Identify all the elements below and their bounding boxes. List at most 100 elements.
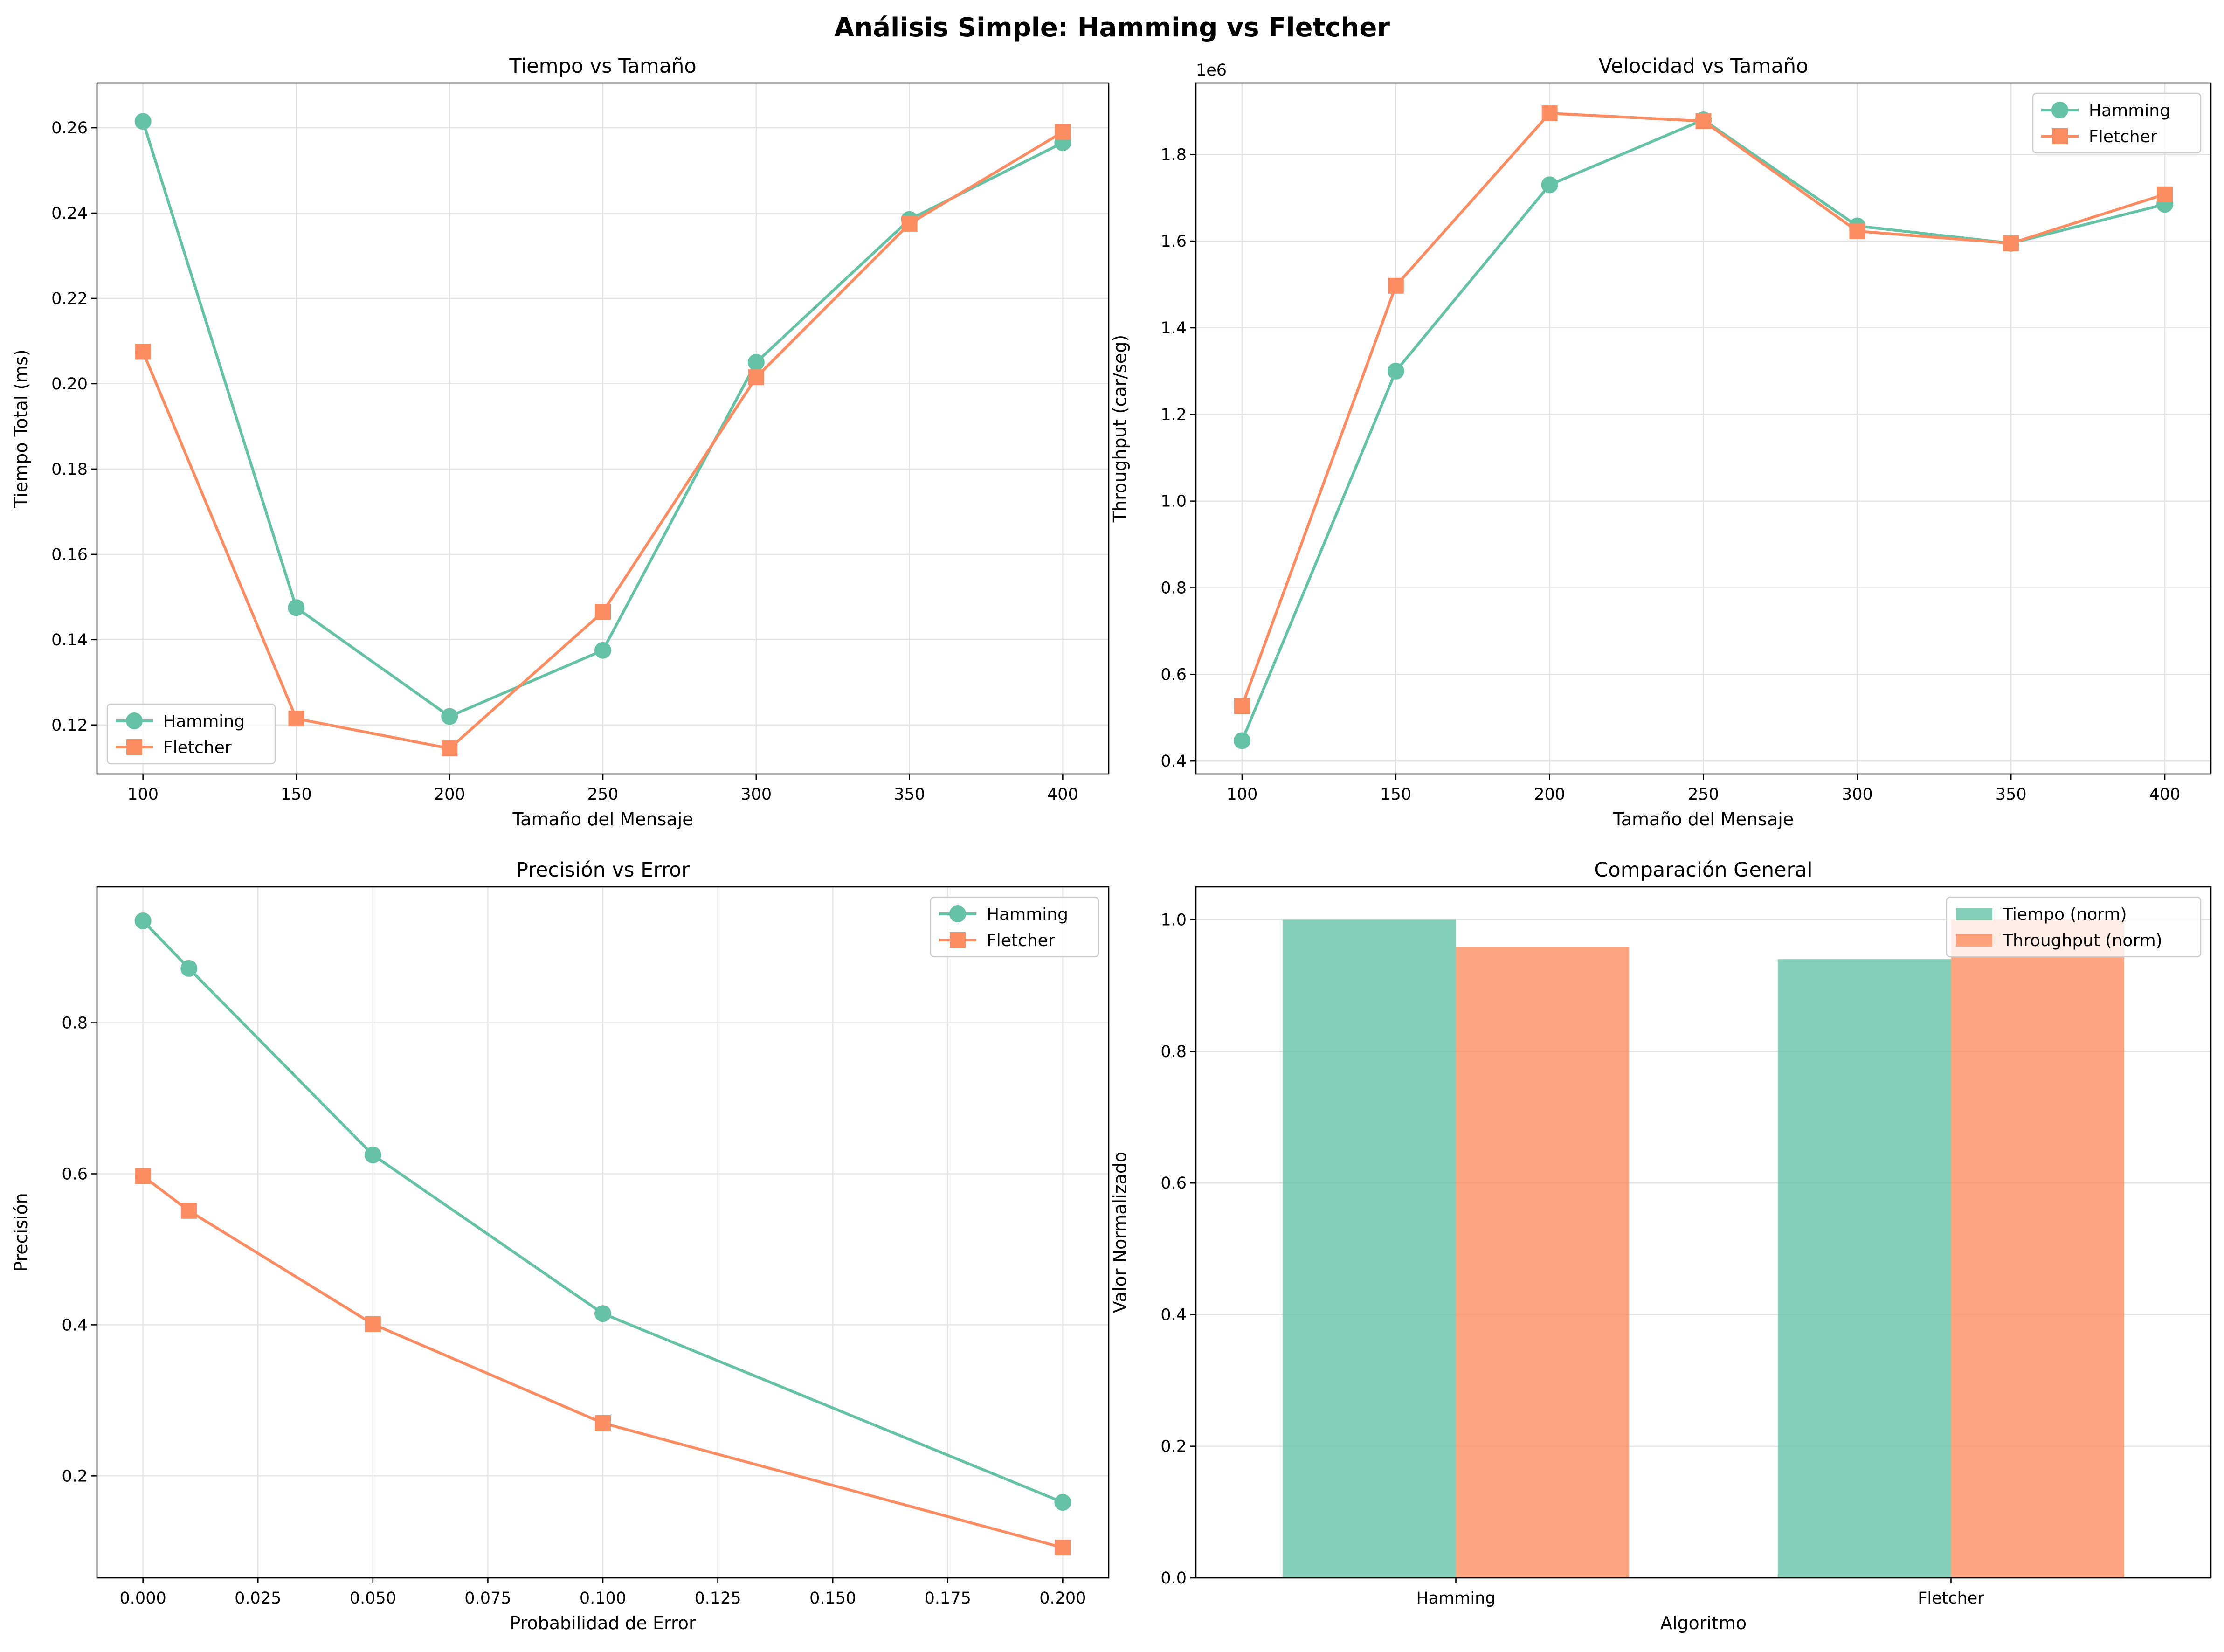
bar [1282, 919, 1456, 1578]
data-point [134, 113, 152, 130]
data-point [595, 1415, 611, 1431]
y-tick-label: 0.6 [1160, 1174, 1187, 1193]
y-axis-label: Tiempo Total (ms) [11, 349, 31, 508]
y-tick-label: 0.2 [1160, 1438, 1187, 1456]
x-axis-label: Algoritmo [1660, 1613, 1747, 1633]
y-axis-label: Throughput (car/seg) [1110, 335, 1130, 523]
legend-marker [126, 739, 142, 755]
y-tick-label: 0.2 [62, 1467, 88, 1486]
data-point [1541, 105, 1558, 122]
x-tick-label: 0.125 [694, 1589, 741, 1608]
y-tick-label: 1.0 [1160, 911, 1187, 930]
y-axis-scale-label: 1e6 [1196, 61, 1227, 80]
series-throughput [1456, 919, 2125, 1578]
x-tick-label: 400 [1047, 785, 1078, 804]
x-axis-label: Tamaño del Mensaje [1613, 809, 1794, 829]
panel-title: Tiempo vs Tamaño [509, 55, 696, 78]
y-tick-label: 0.26 [51, 119, 88, 138]
legend-marker [2052, 128, 2068, 144]
legend: Hamming Fletcher [930, 896, 1099, 958]
y-tick-label: 1.4 [1160, 319, 1187, 338]
legend-label: Hamming [987, 905, 1068, 924]
x-tick-label: 100 [127, 785, 159, 804]
x-tick-label: 100 [1227, 785, 1258, 804]
data-point [1849, 223, 1865, 239]
data-point [1233, 732, 1250, 749]
x-tick-label: 150 [1380, 785, 1411, 804]
legend-marker [2051, 102, 2068, 118]
x-tick-label: 0.150 [809, 1589, 856, 1608]
series-hamming [134, 912, 1071, 1511]
x-tick-label: 0.075 [464, 1589, 511, 1608]
data-point [594, 642, 611, 659]
legend-marker [126, 712, 143, 729]
y-tick-label: 0.4 [1160, 752, 1187, 771]
y-tick-label: 0.6 [62, 1165, 88, 1183]
y-tick-label: 0.16 [51, 546, 88, 564]
panel-title: Precisión vs Error [516, 858, 690, 882]
legend-label: Tiempo (norm) [2002, 905, 2127, 924]
y-tick-label: 0.0 [1160, 1569, 1187, 1588]
y-tick-label: 1.2 [1160, 406, 1187, 424]
data-point [901, 215, 918, 232]
x-tick-label: 0.100 [580, 1589, 626, 1608]
legend-marker [950, 932, 966, 948]
x-tick-label: 0.025 [235, 1589, 281, 1608]
x-tick-label: 200 [434, 785, 465, 804]
y-tick-label: 0.8 [62, 1014, 88, 1033]
legend: Tiempo (norm) Throughput (norm) [1946, 896, 2202, 958]
legend-label: Fletcher [2089, 127, 2157, 146]
data-point [748, 369, 764, 386]
data-point [442, 740, 458, 757]
panel-title: Velocidad vs Tamaño [1599, 55, 1809, 78]
legend-swatch [1956, 934, 1992, 947]
data-point [134, 912, 152, 929]
series-tiempo [1282, 919, 1951, 1578]
x-tick-label-fletcher: Fletcher [1918, 1589, 1984, 1608]
data-point [1055, 124, 1071, 140]
data-point [595, 604, 611, 620]
y-tick-label: 0.6 [1160, 665, 1187, 684]
data-point [1388, 277, 1404, 294]
x-tick-label: 400 [2149, 785, 2181, 804]
data-point [1541, 176, 1558, 194]
data-point [441, 708, 458, 725]
data-point [135, 344, 151, 360]
data-point [364, 1146, 381, 1163]
data-point [1234, 698, 1250, 714]
legend: Hamming Fletcher [106, 703, 276, 765]
grid [1196, 83, 2211, 774]
x-tick-label: 0.000 [120, 1589, 166, 1608]
legend-frame [930, 896, 1099, 958]
y-tick-label: 0.24 [51, 204, 88, 223]
y-tick-label: 0.8 [1160, 1043, 1187, 1061]
data-point [2157, 186, 2173, 202]
y-tick-label: 1.6 [1160, 232, 1187, 251]
data-point [747, 354, 765, 371]
data-point [181, 1203, 197, 1219]
series-fletcher [135, 1168, 1071, 1556]
x-tick-label: 350 [894, 785, 925, 804]
x-tick-label: 0.200 [1039, 1589, 1086, 1608]
legend: Hamming Fletcher [2032, 92, 2202, 154]
y-tick-label: 0.20 [51, 375, 88, 394]
legend-label: Fletcher [987, 931, 1055, 950]
y-tick-label: 0.12 [51, 716, 88, 735]
x-axis-label: Tamaño del Mensaje [512, 809, 693, 829]
legend-label: Hamming [163, 712, 245, 731]
y-tick-label: 1.0 [1160, 492, 1187, 511]
y-tick-label: 0.4 [62, 1316, 88, 1334]
x-tick-label: 250 [587, 785, 619, 804]
legend-frame [106, 703, 276, 765]
legend-label: Fletcher [163, 738, 232, 757]
data-point [135, 1168, 151, 1184]
data-point [2003, 235, 2019, 251]
legend-marker [949, 905, 966, 922]
y-tick-label: 0.18 [51, 460, 88, 479]
data-point [180, 960, 198, 977]
legend-label: Hamming [2089, 101, 2170, 120]
x-tick-label: 200 [1534, 785, 1565, 804]
x-axis-label: Probabilidad de Error [510, 1613, 696, 1633]
legend-swatch [1956, 908, 1992, 920]
